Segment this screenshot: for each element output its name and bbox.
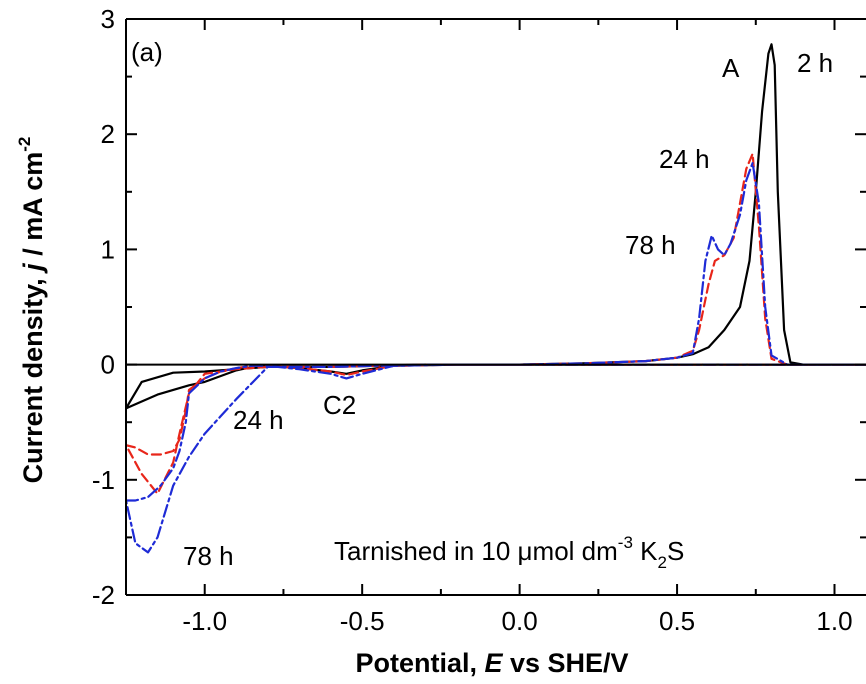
caption-sup: -3 [618, 533, 633, 552]
y-tick-label: 0 [101, 350, 115, 380]
annotation-24h-anodic: 24 h [659, 144, 710, 174]
y-tick-label: 2 [101, 119, 115, 149]
y-tick-label: -1 [92, 465, 115, 495]
y-axis-title-var: j [18, 263, 48, 274]
x-tick-label: -1.0 [182, 606, 227, 636]
series-line-3 [126, 161, 866, 554]
x-tick-label: 1.0 [816, 606, 852, 636]
y-tick-label: 3 [101, 4, 115, 34]
y-axis-title-suffix: / mA cm [18, 152, 48, 264]
y-tick-label: 1 [101, 234, 115, 264]
annotation-peak-c2: C2 [323, 390, 356, 420]
annotation-78h-cathodic: 78 h [183, 541, 234, 571]
x-axis-title-var: E [484, 648, 503, 678]
y-tick-label: -2 [92, 580, 115, 610]
caption-prefix: Tarnished in 10 μmol dm [334, 536, 618, 566]
caption-mid: K [633, 536, 658, 566]
series-line-1 [126, 43, 866, 410]
annotation-2h: 2 h [797, 48, 833, 78]
x-tick-label: -0.5 [340, 606, 385, 636]
caption: Tarnished in 10 μmol dm-3 K2S [334, 533, 684, 572]
caption-suffix: S [667, 536, 684, 566]
x-tick-label: 0.5 [659, 606, 695, 636]
y-axis-title-sup: -2 [15, 137, 34, 152]
y-axis-title: Current density, j / mA cm-2 [15, 137, 48, 484]
axes-layer: -1.0 -0.5 0.0 0.5 1.0 -2 -1 0 1 2 3 [92, 4, 866, 636]
annotation-peak-a: A [722, 53, 740, 83]
annotation-78h-anodic: 78 h [625, 230, 676, 260]
x-axis-title-suffix: vs SHE/V [502, 648, 628, 678]
series-layer [126, 43, 866, 554]
x-tick-label: 0.0 [502, 606, 538, 636]
y-axis-title-prefix: Current density, [18, 271, 48, 484]
caption-sub: 2 [657, 553, 666, 572]
panel-label: (a) [131, 37, 163, 67]
x-axis-title: Potential, E vs SHE/V [355, 648, 628, 678]
x-axis-title-prefix: Potential, [355, 648, 484, 678]
annotation-24h-cathodic: 24 h [233, 405, 284, 435]
